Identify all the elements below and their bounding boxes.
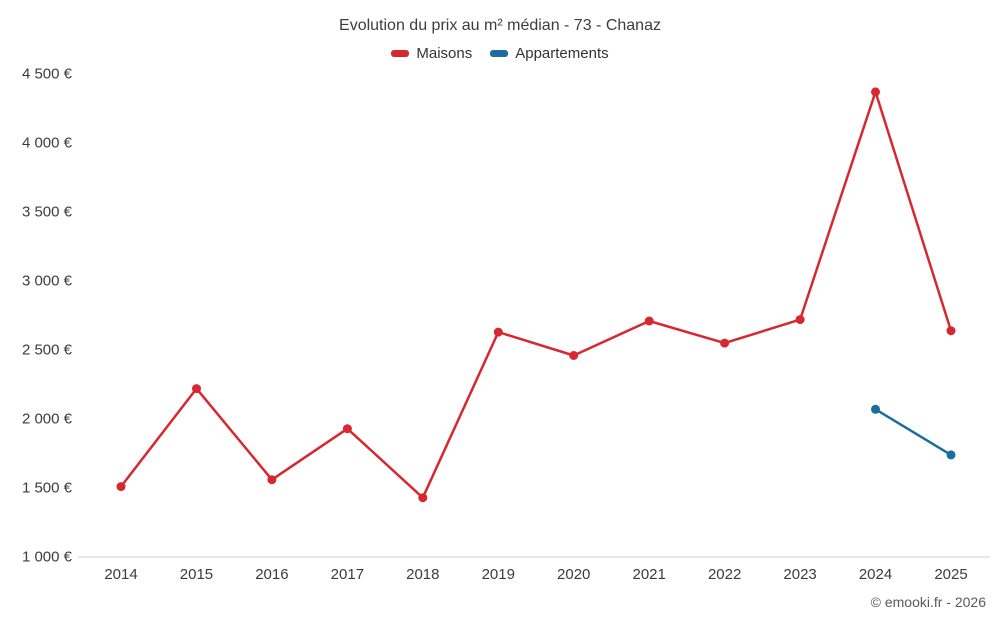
legend-item-appartements[interactable]: Appartements	[490, 45, 609, 62]
data-point-maisons-2020[interactable]	[569, 351, 579, 360]
x-axis-tick-label: 2019	[481, 566, 515, 583]
x-axis-tick-label: 2020	[557, 566, 591, 583]
data-point-maisons-2024[interactable]	[871, 87, 880, 97]
data-point-maisons-2023[interactable]	[795, 315, 805, 325]
x-axis-tick-label: 2024	[858, 566, 893, 583]
data-point-maisons-2018[interactable]	[418, 493, 428, 503]
data-point-maisons-2021[interactable]	[644, 316, 654, 326]
data-point-maisons-2025[interactable]	[946, 326, 956, 336]
legend-item-maisons[interactable]: Maisons	[391, 45, 472, 62]
copyright-text: © emooki.fr - 2026	[870, 594, 986, 610]
data-point-maisons-2015[interactable]	[192, 384, 201, 394]
legend-label-appartements: Appartements	[515, 45, 609, 62]
x-axis-tick-label: 2015	[179, 566, 214, 583]
x-axis-tick-label: 2021	[632, 566, 666, 583]
series-line-maisons	[119, 90, 953, 499]
legend-swatch-maisons	[391, 50, 410, 57]
chart-title: Evolution du prix au m² médian - 73 - Ch…	[339, 17, 661, 34]
data-point-maisons-2017[interactable]	[342, 424, 352, 434]
data-point-maisons-2014[interactable]	[116, 482, 126, 492]
y-axis-tick-label: 2 000 €	[21, 410, 72, 428]
y-axis-tick-label: 4 500 €	[21, 65, 72, 83]
x-axis-tick-label: 2016	[255, 566, 289, 583]
x-axis-tick-label: 2017	[330, 566, 365, 583]
data-point-maisons-2022[interactable]	[720, 338, 730, 348]
x-axis-tick-label: 2018	[406, 566, 440, 583]
series-line-appartements	[874, 408, 953, 457]
legend-label-maisons: Maisons	[416, 45, 473, 62]
data-point-appartements-2024[interactable]	[871, 404, 880, 414]
data-point-maisons-2016[interactable]	[267, 475, 277, 485]
data-point-appartements-2025[interactable]	[946, 450, 956, 460]
y-axis-tick-label: 1 000 €	[21, 548, 72, 566]
y-axis-tick-label: 1 500 €	[21, 479, 72, 497]
legend: Maisons Appartements	[0, 45, 1000, 62]
y-axis-tick-label: 4 000 €	[21, 134, 72, 152]
y-axis-tick-label: 3 500 €	[21, 203, 72, 221]
x-axis-tick-label: 2022	[707, 566, 742, 583]
y-axis-tick-label: 2 500 €	[21, 341, 72, 359]
x-axis-tick-label: 2023	[783, 566, 817, 583]
legend-swatch-appartements	[490, 50, 509, 57]
x-axis-tick-label: 2025	[934, 566, 968, 583]
data-point-maisons-2019[interactable]	[493, 327, 503, 337]
y-axis-tick-label: 3 000 €	[21, 272, 72, 290]
x-axis-tick-label: 2014	[104, 566, 138, 583]
